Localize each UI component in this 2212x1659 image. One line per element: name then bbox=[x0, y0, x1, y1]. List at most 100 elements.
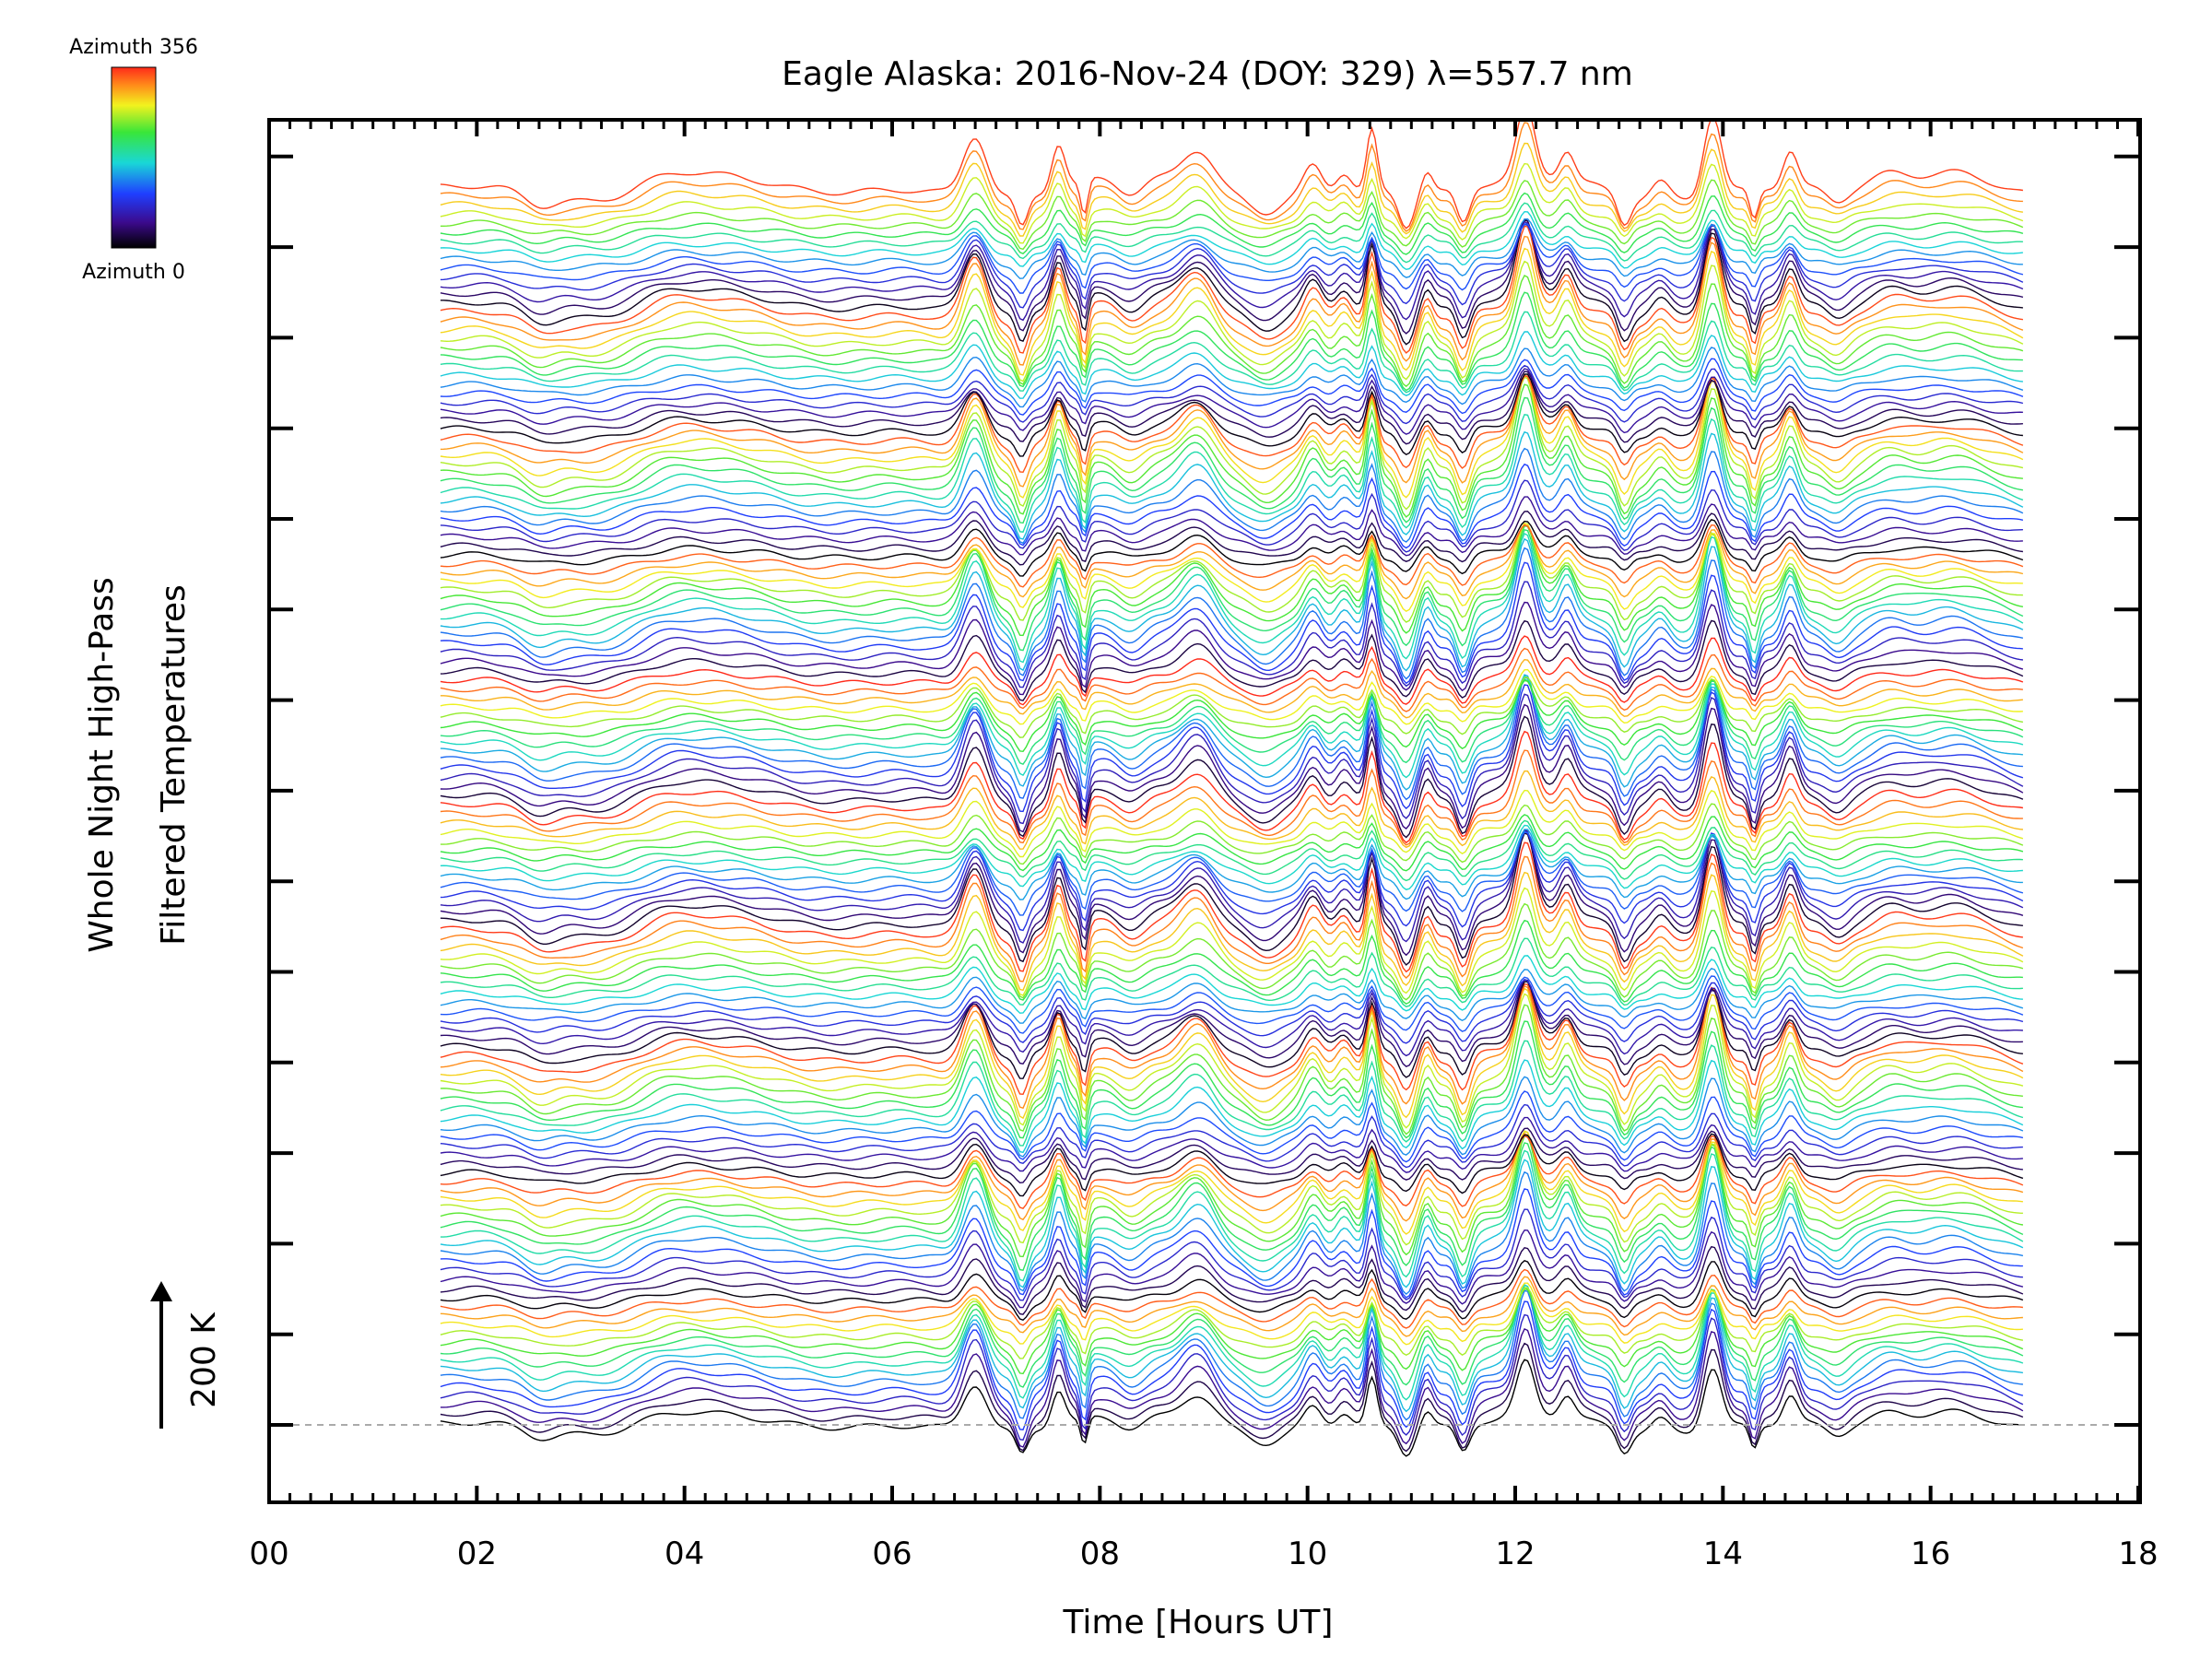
series-line bbox=[440, 967, 2024, 1024]
series-line bbox=[440, 871, 2024, 992]
series-line bbox=[440, 1171, 2024, 1296]
series-line bbox=[440, 518, 2024, 577]
series-line bbox=[440, 830, 2024, 944]
series-line bbox=[440, 1208, 2023, 1301]
series-line bbox=[440, 814, 2024, 872]
series-line bbox=[440, 371, 2023, 445]
series-line bbox=[440, 358, 2024, 416]
series-line bbox=[440, 235, 2024, 366]
series-line bbox=[440, 374, 2024, 499]
series-line bbox=[440, 533, 2024, 664]
series-line bbox=[440, 678, 2024, 765]
series-line bbox=[440, 1268, 2023, 1329]
series-group bbox=[440, 122, 2024, 1457]
x-tick-label: 14 bbox=[1703, 1535, 1743, 1572]
series-line bbox=[440, 547, 2024, 680]
series-line bbox=[440, 220, 2024, 322]
series-line bbox=[440, 496, 2023, 557]
series-line bbox=[440, 142, 2024, 237]
x-tick-label: 16 bbox=[1911, 1535, 1950, 1572]
series-line bbox=[440, 524, 2024, 600]
x-tick-label: 02 bbox=[457, 1535, 497, 1572]
series-line bbox=[440, 275, 2024, 388]
series-line bbox=[440, 715, 2024, 839]
series-line bbox=[440, 978, 2023, 1057]
series-line bbox=[440, 831, 2024, 916]
series-line bbox=[440, 829, 2024, 957]
series-line bbox=[440, 684, 2024, 813]
series-line bbox=[440, 677, 2023, 801]
x-tick-label: 08 bbox=[1080, 1535, 1120, 1572]
series-line bbox=[440, 855, 2024, 982]
series-line bbox=[440, 537, 2024, 672]
series-line bbox=[440, 677, 2024, 738]
series-line bbox=[440, 218, 2023, 346]
series-line bbox=[440, 678, 2024, 753]
series-line bbox=[440, 581, 2023, 688]
series-line bbox=[440, 122, 2023, 232]
series-line bbox=[440, 528, 2024, 652]
series-line bbox=[440, 311, 2023, 394]
series-line bbox=[440, 635, 2024, 706]
series-line bbox=[440, 525, 2024, 637]
series-line bbox=[440, 1245, 2024, 1315]
series-line bbox=[440, 937, 2023, 1007]
series-line bbox=[440, 601, 2024, 696]
series-line bbox=[440, 979, 2024, 1044]
series-line bbox=[440, 668, 2023, 725]
x-tick-label: 18 bbox=[2118, 1535, 2158, 1572]
x-axis: 00 02 04 06 08 10 12 14 16 18 bbox=[249, 120, 2159, 1572]
series-line bbox=[440, 524, 2024, 588]
series-line bbox=[440, 955, 2023, 1014]
series-line bbox=[440, 993, 2024, 1129]
series-line bbox=[440, 824, 2023, 890]
series-line bbox=[440, 841, 2023, 973]
x-tick-label: 00 bbox=[249, 1535, 288, 1572]
series-line bbox=[440, 1059, 2024, 1154]
series-line bbox=[440, 1286, 2024, 1388]
series-line bbox=[440, 675, 2024, 779]
series-line bbox=[440, 561, 2023, 685]
series-line bbox=[440, 1313, 2024, 1441]
series-line bbox=[440, 218, 2023, 279]
colorbar-bottom-label: Azimuth 0 bbox=[82, 261, 185, 284]
series-line bbox=[440, 1327, 2024, 1448]
series-line bbox=[440, 1116, 2023, 1173]
series-line bbox=[440, 1287, 2024, 1359]
series-line bbox=[440, 803, 2024, 865]
series-line bbox=[440, 1284, 2024, 1401]
series-line bbox=[440, 987, 2024, 1120]
series-line bbox=[440, 1159, 2024, 1288]
colorbar-gradient bbox=[111, 66, 157, 249]
x-tick-label: 04 bbox=[665, 1535, 704, 1572]
series-line bbox=[440, 364, 2024, 425]
series-line bbox=[440, 1090, 2024, 1163]
series-line bbox=[440, 218, 2024, 335]
series-line bbox=[440, 1135, 2024, 1210]
series-line bbox=[440, 396, 2024, 524]
series-line bbox=[440, 1133, 2024, 1197]
series-line bbox=[440, 260, 2024, 382]
series-line bbox=[440, 247, 2024, 376]
series-line bbox=[440, 832, 2023, 966]
series-line bbox=[440, 981, 2023, 1079]
series-line bbox=[440, 982, 2024, 1096]
series-line bbox=[440, 1342, 2024, 1453]
series-line bbox=[440, 375, 2024, 474]
series-line bbox=[440, 383, 2023, 518]
scale-bar-arrow-head bbox=[150, 1281, 172, 1301]
series-line bbox=[440, 463, 2024, 549]
series-line bbox=[440, 1040, 2024, 1147]
colorbar-top-label: Azimuth 356 bbox=[69, 36, 198, 59]
scale-bar-label: 200 K bbox=[185, 1312, 223, 1408]
series-line bbox=[440, 1131, 2023, 1246]
series-line bbox=[440, 674, 2023, 791]
series-line bbox=[440, 902, 2024, 1001]
series-line bbox=[440, 373, 2023, 457]
series-line bbox=[440, 376, 2024, 511]
series-line bbox=[440, 1188, 2023, 1299]
series-line bbox=[440, 887, 2024, 996]
series-line bbox=[440, 647, 2023, 712]
series-line bbox=[440, 789, 2024, 858]
